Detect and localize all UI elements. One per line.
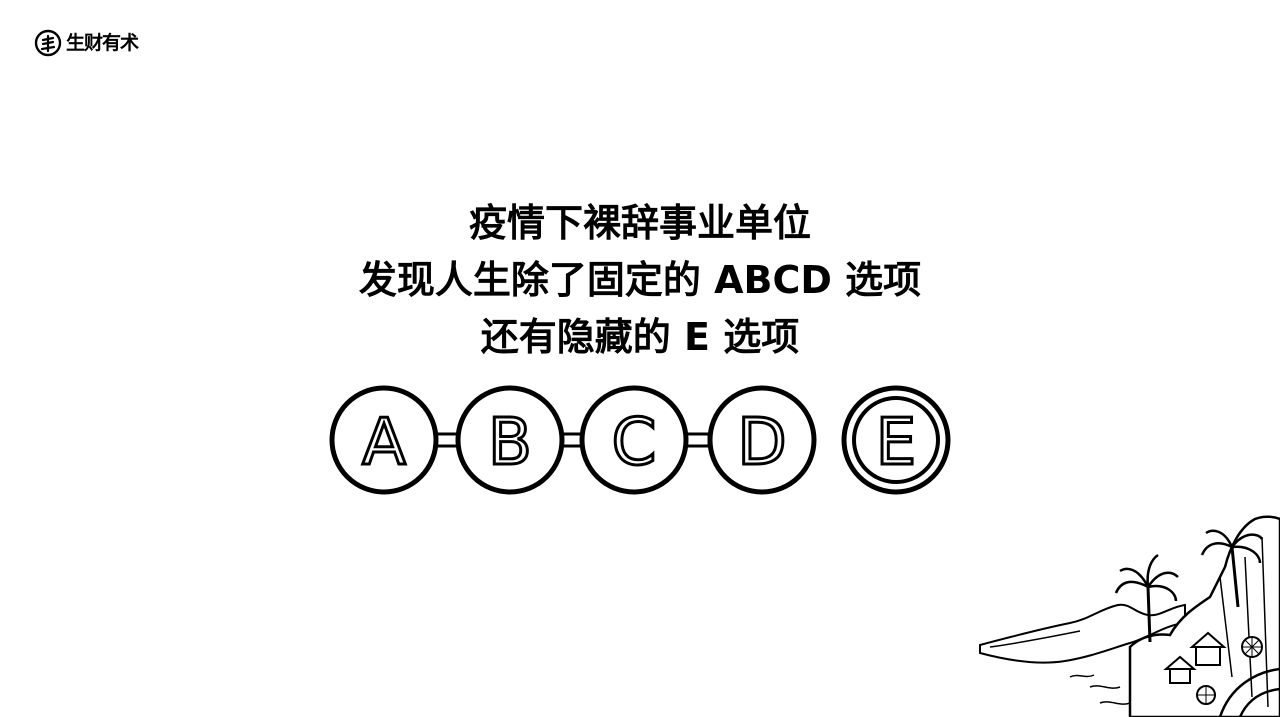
option-e: E bbox=[841, 385, 951, 495]
option-c: C bbox=[579, 385, 689, 495]
island-illustration-icon bbox=[979, 515, 1280, 717]
brand-logo: 生财有术 bbox=[34, 28, 139, 58]
connectors bbox=[433, 432, 711, 448]
headline-line-1: 疫情下裸辞事业单位 bbox=[468, 201, 811, 245]
option-d: D bbox=[707, 385, 817, 495]
brand-logo-icon bbox=[34, 29, 62, 57]
option-d-label: D bbox=[737, 406, 786, 480]
option-chain: A B C D E bbox=[329, 385, 951, 495]
option-b: B bbox=[455, 385, 565, 495]
headline-line-3: 还有隐藏的 E 选项 bbox=[480, 315, 800, 359]
option-a: A bbox=[329, 385, 439, 495]
option-a-label: A bbox=[362, 406, 406, 480]
option-e-label: E bbox=[876, 406, 916, 480]
headline: 疫情下裸辞事业单位 发现人生除了固定的 ABCD 选项 还有隐藏的 E 选项 bbox=[0, 195, 1280, 366]
option-c-label: C bbox=[612, 406, 657, 480]
headline-line-2: 发现人生除了固定的 ABCD 选项 bbox=[358, 258, 922, 302]
brand-name: 生财有术 bbox=[66, 32, 139, 54]
option-b-label: B bbox=[488, 406, 532, 480]
